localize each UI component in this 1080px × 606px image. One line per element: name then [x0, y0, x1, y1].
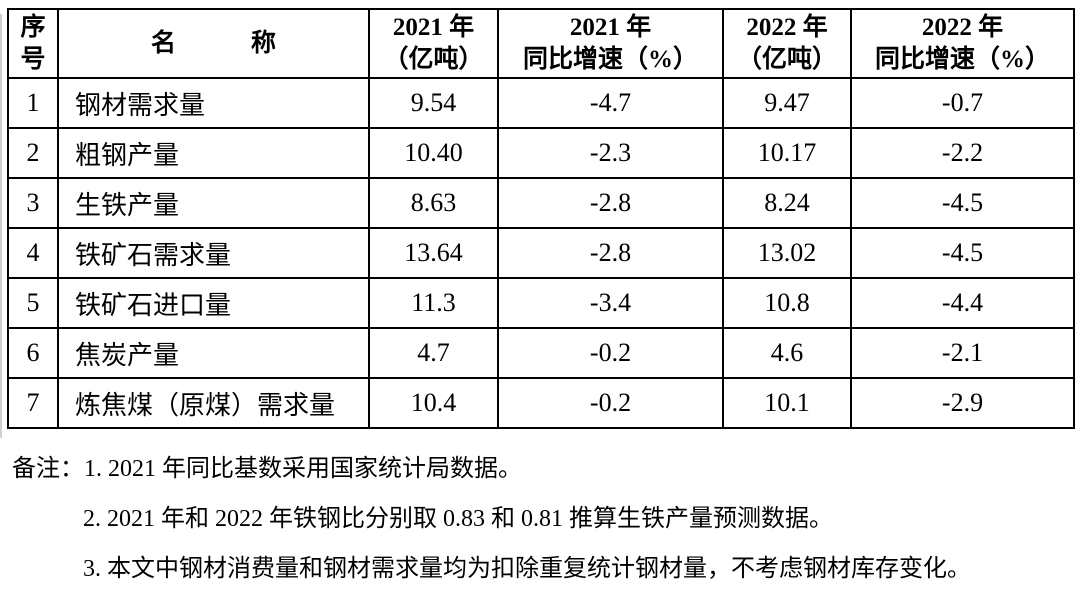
header-line: （亿吨）: [383, 45, 484, 73]
cell-2022-growth: -4.5: [850, 227, 1075, 279]
cell-2022-growth: -4.4: [850, 277, 1075, 329]
header-row: 序 号 名 称 2021 年 （亿吨） 2021 年 同比增速（%） 2022 …: [7, 8, 1075, 79]
cell-name: 铁矿石需求量: [57, 227, 370, 279]
cell-index: 3: [7, 177, 59, 229]
cell-2022-growth: -4.5: [850, 177, 1075, 229]
cell-name: 铁矿石进口量: [57, 277, 370, 329]
header-line: （亿吨）: [736, 45, 837, 73]
note-item: 2. 2021 年和 2022 年铁钢比分别取 0.83 和 0.81 推算生铁…: [83, 506, 833, 532]
cell-2022-volume: 10.17: [722, 127, 852, 179]
col-header-2021-growth: 2021 年 同比增速（%）: [497, 8, 724, 79]
steel-forecast-table: 序 号 名 称 2021 年 （亿吨） 2021 年 同比增速（%） 2022 …: [7, 8, 1075, 429]
cell-index: 1: [7, 77, 59, 129]
notes-section: 备注：1. 2021 年同比基数采用国家统计局数据。 2. 2021 年和 20…: [12, 444, 1080, 594]
cell-2022-volume: 10.1: [722, 377, 852, 429]
table-row: 2 粗钢产量 10.40 -2.3 10.17 -2.2: [7, 127, 1075, 179]
header-line: 2021 年: [569, 14, 652, 42]
header-line: 2022 年: [921, 14, 1004, 42]
note-line: 备注：1. 2021 年同比基数采用国家统计局数据。: [12, 444, 1080, 494]
header-line: 号: [20, 45, 46, 73]
header-line: 同比增速（%）: [522, 45, 698, 73]
header-line: 同比增速（%）: [874, 45, 1050, 73]
table-row: 3 生铁产量 8.63 -2.8 8.24 -4.5: [7, 177, 1075, 229]
header-line: 名 称: [150, 29, 276, 57]
cell-2021-volume: 10.4: [368, 377, 499, 429]
notes-label: 备注：: [12, 456, 84, 482]
note-item: 1. 2021 年同比基数采用国家统计局数据。: [84, 456, 522, 482]
cell-2022-growth: -2.1: [850, 327, 1075, 379]
cell-2022-growth: -0.7: [850, 77, 1075, 129]
col-header-index: 序 号: [7, 8, 59, 79]
header-line: 序: [20, 14, 46, 42]
cell-2022-volume: 8.24: [722, 177, 852, 229]
cell-index: 6: [7, 327, 59, 379]
cell-2021-volume: 11.3: [368, 277, 499, 329]
page-edge-line: [0, 14, 2, 438]
cell-name: 焦炭产量: [57, 327, 370, 379]
cell-index: 2: [7, 127, 59, 179]
cell-2022-growth: -2.2: [850, 127, 1075, 179]
cell-name: 粗钢产量: [57, 127, 370, 179]
cell-2021-growth: -2.8: [497, 177, 724, 229]
cell-index: 7: [7, 377, 59, 429]
cell-2021-volume: 9.54: [368, 77, 499, 129]
cell-2021-growth: -3.4: [497, 277, 724, 329]
table-row: 4 铁矿石需求量 13.64 -2.8 13.02 -4.5: [7, 227, 1075, 279]
col-header-name: 名 称: [57, 8, 370, 79]
table-row: 7 炼焦煤（原煤）需求量 10.4 -0.2 10.1 -2.9: [7, 377, 1075, 429]
cell-name: 炼焦煤（原煤）需求量: [57, 377, 370, 429]
cell-index: 4: [7, 227, 59, 279]
cell-name: 生铁产量: [57, 177, 370, 229]
cell-2021-volume: 4.7: [368, 327, 499, 379]
col-header-2022-growth: 2022 年 同比增速（%）: [850, 8, 1075, 79]
cell-2021-volume: 13.64: [368, 227, 499, 279]
cell-2022-volume: 10.8: [722, 277, 852, 329]
header-line: 2022 年: [746, 14, 828, 42]
col-header-2022-volume: 2022 年 （亿吨）: [722, 8, 852, 79]
cell-2021-growth: -2.8: [497, 227, 724, 279]
table-row: 1 钢材需求量 9.54 -4.7 9.47 -0.7: [7, 77, 1075, 129]
col-header-2021-volume: 2021 年 （亿吨）: [368, 8, 499, 79]
table-row: 6 焦炭产量 4.7 -0.2 4.6 -2.1: [7, 327, 1075, 379]
cell-name: 钢材需求量: [57, 77, 370, 129]
cell-2022-growth: -2.9: [850, 377, 1075, 429]
cell-2021-growth: -0.2: [497, 377, 724, 429]
cell-2022-volume: 9.47: [722, 77, 852, 129]
header-line: 2021 年: [392, 14, 475, 42]
cell-index: 5: [7, 277, 59, 329]
note-line: 3. 本文中钢材消费量和钢材需求量均为扣除重复统计钢材量，不考虑钢材库存变化。: [12, 544, 1080, 594]
cell-2022-volume: 13.02: [722, 227, 852, 279]
cell-2021-volume: 10.40: [368, 127, 499, 179]
table-body: 1 钢材需求量 9.54 -4.7 9.47 -0.7 2 粗钢产量 10.40…: [7, 77, 1075, 429]
table-row: 5 铁矿石进口量 11.3 -3.4 10.8 -4.4: [7, 277, 1075, 329]
cell-2021-growth: -0.2: [497, 327, 724, 379]
cell-2022-volume: 4.6: [722, 327, 852, 379]
cell-2021-growth: -4.7: [497, 77, 724, 129]
cell-2021-growth: -2.3: [497, 127, 724, 179]
cell-2021-volume: 8.63: [368, 177, 499, 229]
note-item: 3. 本文中钢材消费量和钢材需求量均为扣除重复统计钢材量，不考虑钢材库存变化。: [83, 556, 971, 582]
note-line: 2. 2021 年和 2022 年铁钢比分别取 0.83 和 0.81 推算生铁…: [12, 494, 1080, 544]
table-header: 序 号 名 称 2021 年 （亿吨） 2021 年 同比增速（%） 2022 …: [7, 8, 1075, 79]
